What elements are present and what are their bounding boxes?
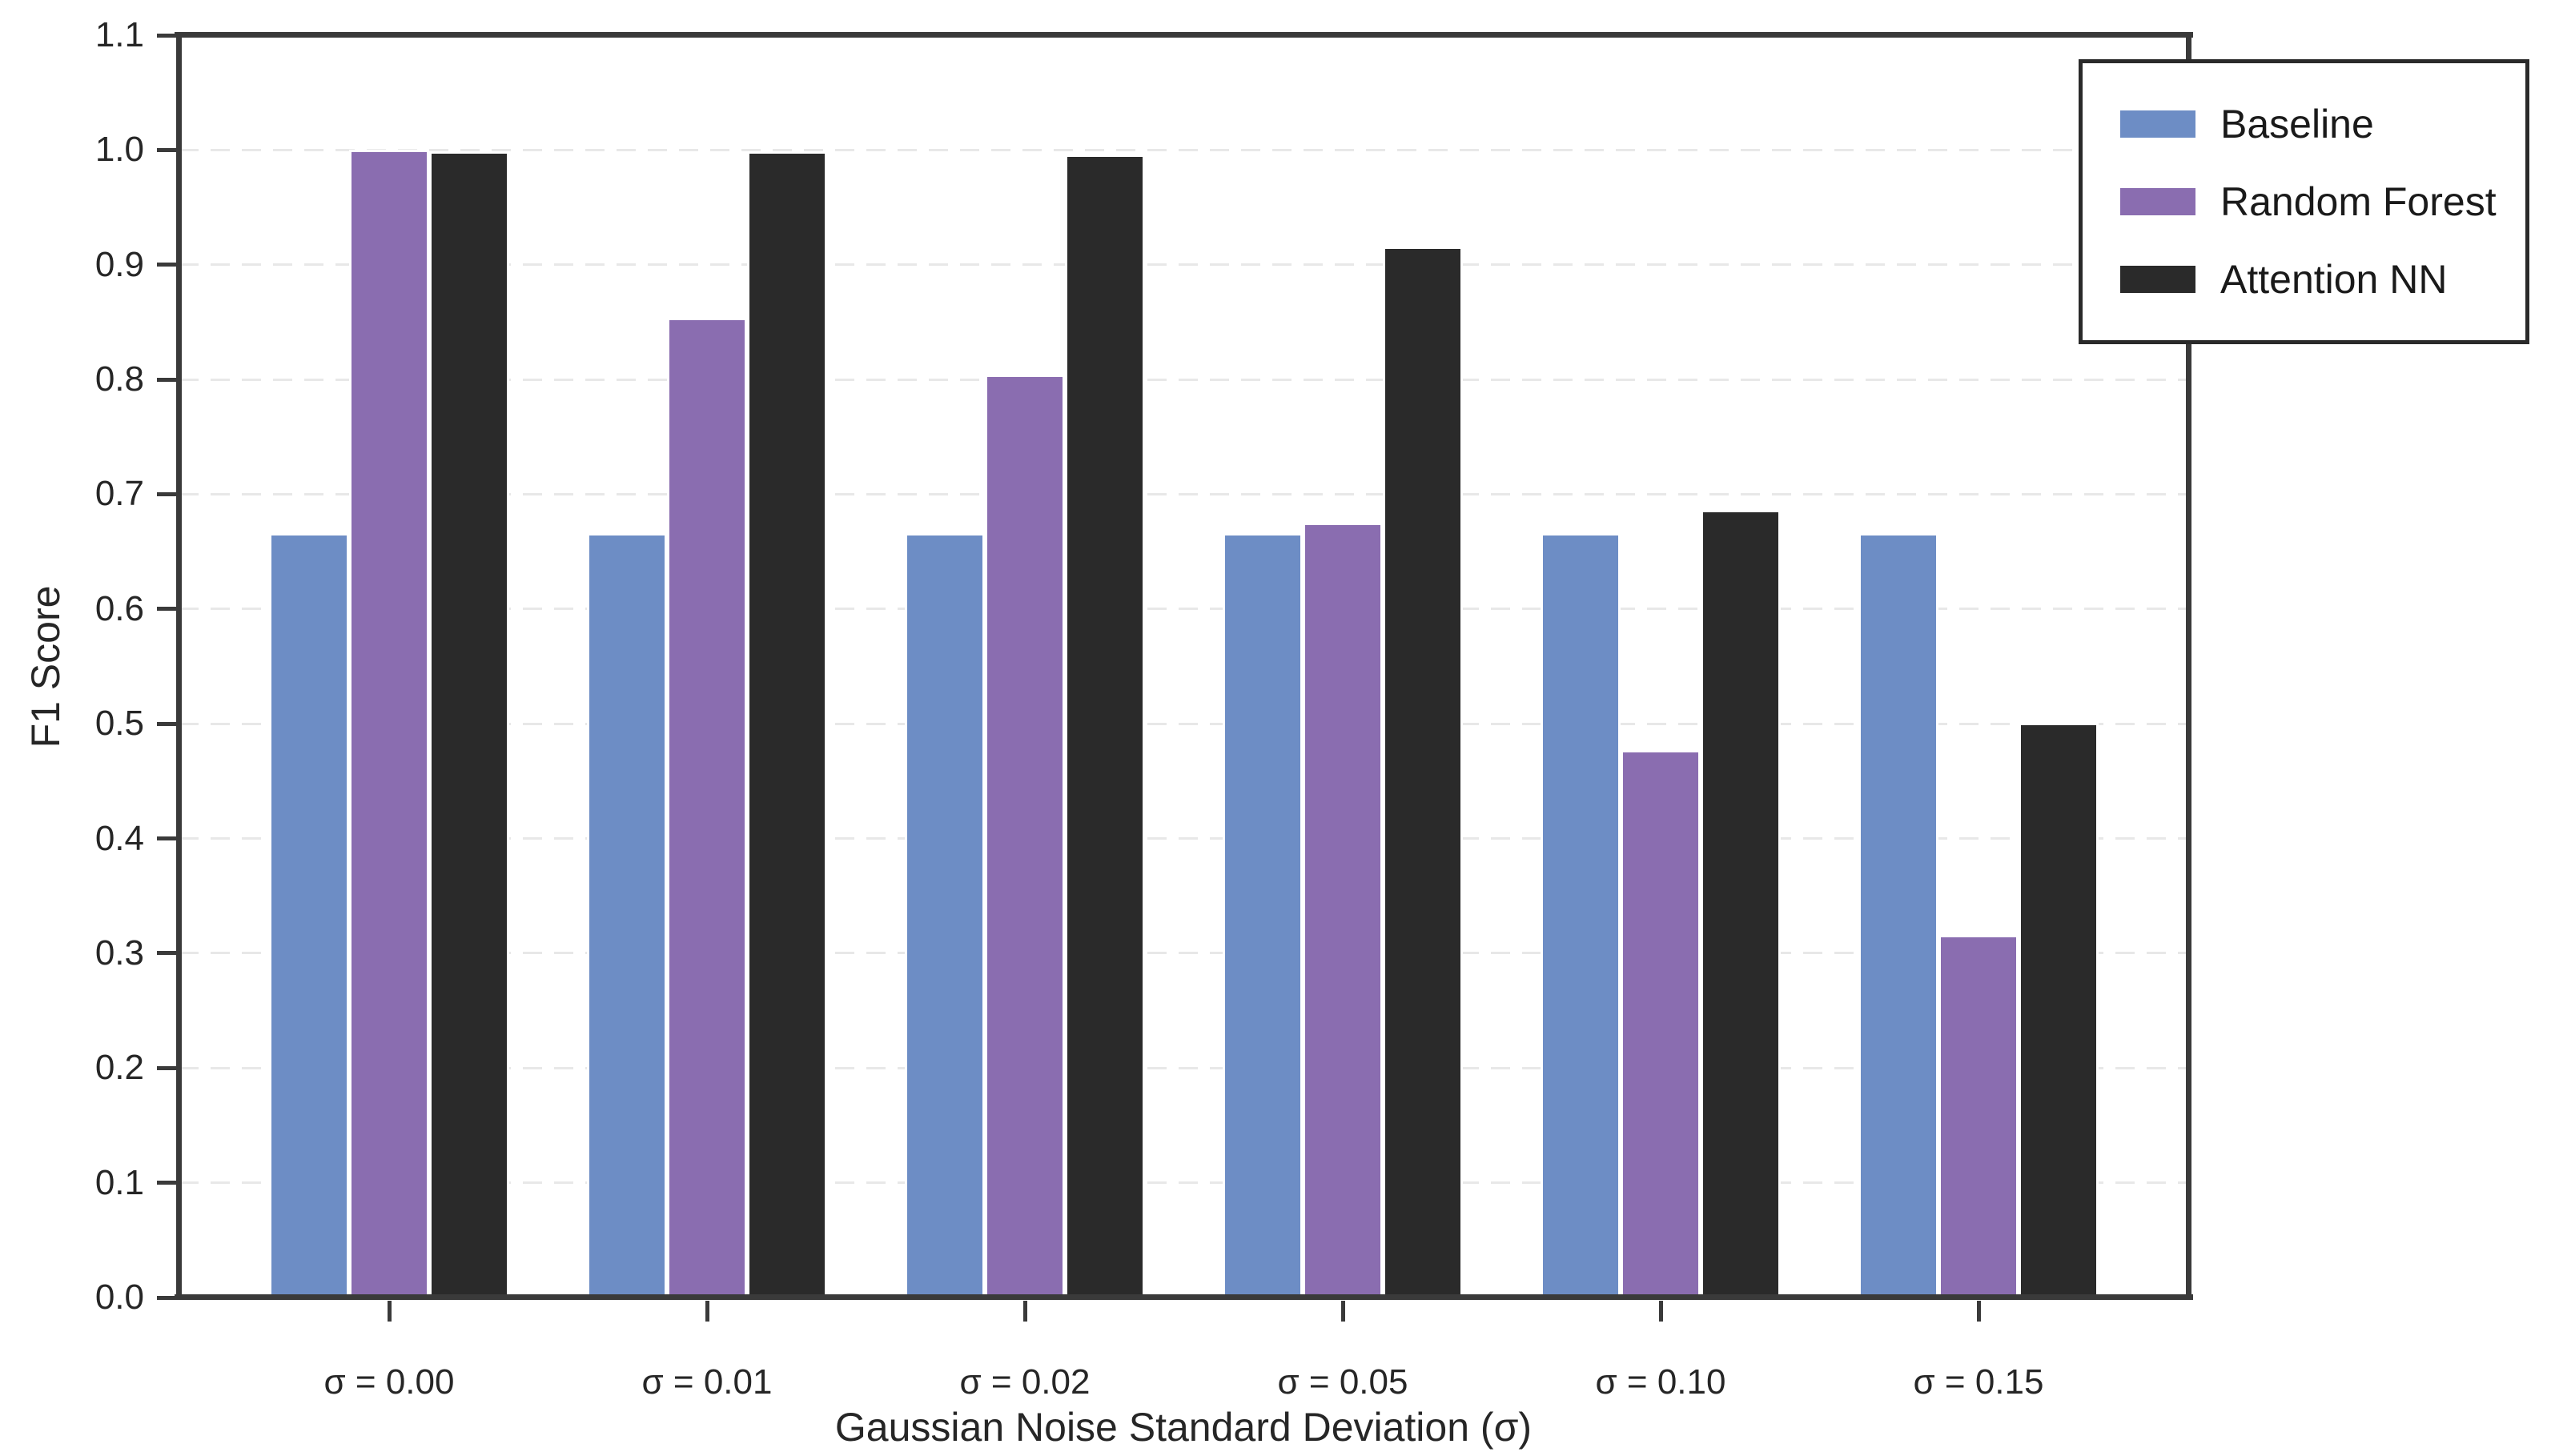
bar-attention-nn bbox=[432, 154, 507, 1298]
legend-item: Attention NN bbox=[2083, 259, 2525, 299]
x-tick-label: σ = 0.00 bbox=[323, 1362, 455, 1402]
bar-attention-nn bbox=[749, 154, 825, 1298]
bar-attention-nn bbox=[1703, 512, 1778, 1298]
legend-item: Baseline bbox=[2083, 104, 2525, 144]
y-tick-label: 0.3 bbox=[94, 933, 144, 973]
y-tick-label: 0.1 bbox=[94, 1162, 144, 1202]
bar-group bbox=[1225, 249, 1460, 1298]
x-axis-title: Gaussian Noise Standard Deviation (σ) bbox=[834, 1405, 1533, 1450]
bar-random-forest bbox=[987, 377, 1063, 1298]
bar-group bbox=[1543, 512, 1778, 1298]
plot-area: 0.0 0.1 0.2 0.3 0.4 0.5 0.6 0.7 0.8 0.9 1.0 1.1 σ =… bbox=[95, 16, 2193, 1402]
bar-group bbox=[907, 157, 1143, 1298]
y-tick-mark bbox=[157, 263, 177, 267]
y-tick-label: 0.9 bbox=[94, 244, 144, 284]
y-tick-mark bbox=[157, 607, 177, 612]
legend: Baseline Random Forest Attention NN bbox=[2079, 59, 2529, 344]
bar-group bbox=[1861, 535, 2096, 1298]
bar-baseline bbox=[1543, 535, 1618, 1298]
x-tick-mark bbox=[387, 1301, 392, 1322]
gridline bbox=[179, 722, 2188, 725]
gridline bbox=[179, 837, 2188, 840]
gridline bbox=[179, 1066, 2188, 1069]
legend-label: Random Forest bbox=[2220, 179, 2497, 224]
y-tick-mark bbox=[157, 836, 177, 841]
gridline bbox=[179, 148, 2188, 151]
x-tick-mark bbox=[1976, 1301, 1981, 1322]
y-tick-label: 0.7 bbox=[94, 474, 144, 514]
gridline bbox=[179, 263, 2188, 267]
gridline bbox=[179, 608, 2188, 611]
y-tick-label: 0.5 bbox=[94, 704, 144, 744]
x-tick-mark bbox=[1658, 1301, 1663, 1322]
bar-attention-nn bbox=[1067, 157, 1143, 1298]
x-tick-label: σ = 0.05 bbox=[1277, 1362, 1408, 1402]
y-tick-label: 0.6 bbox=[94, 588, 144, 628]
x-tick-mark bbox=[705, 1301, 709, 1322]
bar-baseline bbox=[271, 535, 347, 1298]
x-tick-mark bbox=[1340, 1301, 1345, 1322]
y-tick-mark bbox=[157, 147, 177, 152]
bar-baseline bbox=[1861, 535, 1936, 1298]
legend-item: Random Forest bbox=[2083, 182, 2525, 222]
y-tick-mark bbox=[157, 1295, 177, 1300]
x-tick-label: σ = 0.01 bbox=[641, 1362, 773, 1402]
legend-swatch bbox=[2120, 266, 2195, 293]
bar-group bbox=[271, 152, 507, 1298]
bar-attention-nn bbox=[1385, 249, 1460, 1298]
right-spine bbox=[2186, 32, 2191, 1300]
bar-random-forest bbox=[669, 320, 745, 1298]
y-tick-mark bbox=[157, 491, 177, 496]
y-tick-label: 1.1 bbox=[94, 15, 144, 54]
y-tick-label: 0.8 bbox=[94, 359, 144, 399]
bar-baseline bbox=[907, 535, 982, 1298]
y-tick-mark bbox=[157, 951, 177, 956]
y-tick-mark bbox=[157, 377, 177, 382]
y-tick-mark bbox=[157, 33, 177, 38]
legend-swatch bbox=[2120, 110, 2195, 138]
y-tick-mark bbox=[157, 1181, 177, 1185]
x-tick-label: σ = 0.02 bbox=[959, 1362, 1091, 1402]
bar-random-forest bbox=[1941, 937, 2016, 1298]
legend-label: Baseline bbox=[2220, 102, 2374, 146]
bar-random-forest bbox=[1305, 525, 1380, 1298]
bar-baseline bbox=[589, 535, 665, 1298]
bar-baseline bbox=[1225, 535, 1300, 1298]
top-spine bbox=[175, 32, 2193, 38]
y-tick-mark bbox=[157, 1065, 177, 1070]
y-tick-label: 0.0 bbox=[94, 1278, 144, 1317]
x-tick-mark bbox=[1022, 1301, 1027, 1322]
gridline bbox=[179, 492, 2188, 495]
x-tick-label: σ = 0.15 bbox=[1913, 1362, 2044, 1402]
legend-label: Attention NN bbox=[2220, 257, 2448, 302]
x-tick-label: σ = 0.10 bbox=[1595, 1362, 1726, 1402]
y-tick-label: 0.4 bbox=[94, 818, 144, 858]
bar-attention-nn bbox=[2021, 725, 2096, 1298]
legend-swatch bbox=[2120, 188, 2195, 215]
y-tick-label: 1.0 bbox=[94, 130, 144, 170]
left-spine bbox=[176, 32, 182, 1300]
y-tick-mark bbox=[157, 721, 177, 726]
y-tick-label: 0.2 bbox=[94, 1048, 144, 1088]
bottom-spine bbox=[175, 1294, 2193, 1300]
bar-group bbox=[589, 154, 825, 1298]
gridline bbox=[179, 378, 2188, 381]
gridline bbox=[179, 952, 2188, 955]
bar-random-forest bbox=[352, 152, 427, 1298]
gridline bbox=[179, 1181, 2188, 1185]
bar-random-forest bbox=[1623, 752, 1698, 1298]
